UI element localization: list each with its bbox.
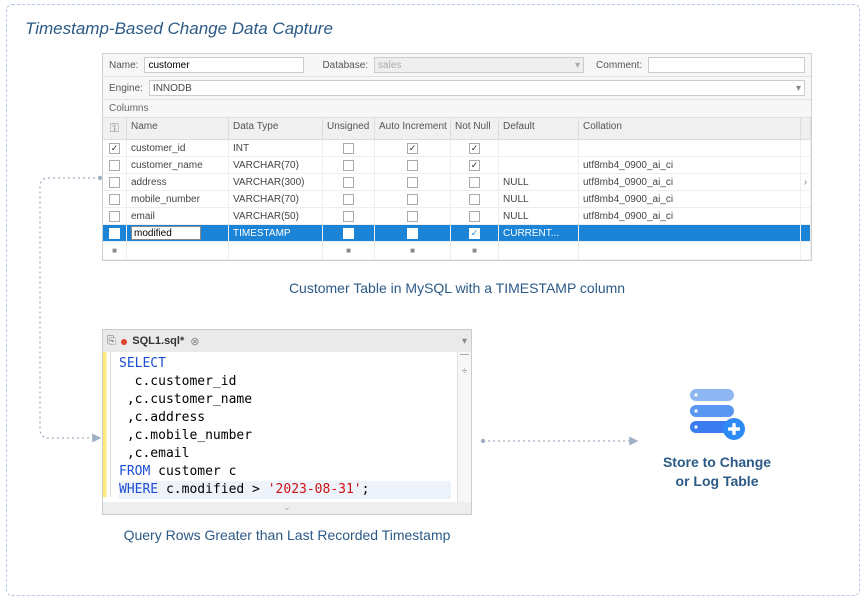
checkbox-icon[interactable] — [343, 160, 354, 171]
checkbox-icon[interactable] — [109, 143, 120, 154]
diagram-frame: Timestamp-Based Change Data Capture Name… — [6, 4, 860, 596]
columns-grid-footer — [103, 242, 811, 260]
checkbox-icon[interactable] — [343, 228, 354, 239]
sql-right-gutter: ÷ — [457, 352, 471, 502]
unsaved-dot-icon: ● — [120, 334, 128, 348]
checkbox-icon[interactable] — [109, 211, 120, 222]
engine-label: Engine: — [109, 83, 143, 94]
column-name-input[interactable] — [131, 226, 201, 240]
mysql-caption: Customer Table in MySQL with a TIMESTAMP… — [102, 280, 812, 296]
sql-tab-icon: ⎘ — [107, 334, 116, 348]
engine-select[interactable]: INNODB ▾ — [149, 80, 805, 96]
store-label: Store to Change or Log Table — [642, 453, 792, 491]
checkbox-icon[interactable] — [343, 211, 354, 222]
checkbox-icon[interactable] — [469, 160, 480, 171]
table-row[interactable]: TIMESTAMPCURRENT... — [103, 225, 811, 242]
designer-row-2: Engine: INNODB ▾ — [103, 77, 811, 100]
sql-tab-bar: ⎘ ● SQL1.sql* ⊗ ▾ — [103, 330, 471, 352]
comment-input[interactable] — [648, 57, 805, 73]
close-tab-icon[interactable]: ⊗ — [190, 335, 199, 348]
checkbox-icon[interactable] — [109, 160, 120, 171]
checkbox-icon[interactable] — [109, 228, 120, 239]
sql-text[interactable]: SELECT c.customer_id ,c.customer_name ,c… — [111, 352, 457, 502]
store-target: Store to Change or Log Table — [642, 387, 792, 491]
table-row[interactable]: customer_nameVARCHAR(70)utf8mb4_0900_ai_… — [103, 157, 811, 174]
tab-dropdown-icon[interactable]: ▾ — [462, 336, 467, 347]
table-row[interactable]: emailVARCHAR(50)NULLutf8mb4_0900_ai_ci — [103, 208, 811, 225]
sql-body: SELECT c.customer_id ,c.customer_name ,c… — [103, 352, 471, 502]
diagram-title: Timestamp-Based Change Data Capture — [25, 19, 841, 39]
checkbox-icon[interactable] — [109, 177, 120, 188]
table-name-input[interactable] — [144, 57, 304, 73]
checkbox-icon[interactable] — [407, 228, 418, 239]
checkbox-icon[interactable] — [469, 211, 480, 222]
checkbox-icon[interactable] — [469, 194, 480, 205]
checkbox-icon[interactable] — [407, 143, 418, 154]
designer-row-1: Name: Database: sales ▾ Comment: — [103, 54, 811, 77]
checkbox-icon[interactable] — [343, 143, 354, 154]
columns-section-label: Columns — [103, 100, 811, 118]
mysql-table-designer: Name: Database: sales ▾ Comment: Engine:… — [102, 53, 812, 261]
checkbox-icon[interactable] — [469, 177, 480, 188]
col-header-unsigned: Unsigned — [323, 118, 375, 140]
table-row[interactable]: customer_idINT — [103, 140, 811, 157]
table-row[interactable]: addressVARCHAR(300)NULLutf8mb4_0900_ai_c… — [103, 174, 811, 191]
sql-editor: ⎘ ● SQL1.sql* ⊗ ▾ SELECT c.customer_id ,… — [102, 329, 472, 515]
sql-gutter — [103, 352, 111, 497]
checkbox-icon[interactable] — [407, 177, 418, 188]
col-header-notnull: Not Null — [451, 118, 499, 140]
sql-tab-name[interactable]: SQL1.sql* — [132, 335, 184, 347]
sql-caption: Query Rows Greater than Last Recorded Ti… — [102, 527, 472, 543]
col-header-default: Default — [499, 118, 579, 140]
columns-grid: Name Data Type Unsigned Auto Increment N… — [103, 118, 811, 260]
checkbox-icon[interactable] — [109, 194, 120, 205]
columns-grid-header: Name Data Type Unsigned Auto Increment N… — [103, 118, 811, 140]
name-label: Name: — [109, 60, 138, 71]
col-header-key — [103, 118, 127, 140]
table-row[interactable]: mobile_numberVARCHAR(70)NULLutf8mb4_0900… — [103, 191, 811, 208]
checkbox-icon[interactable] — [469, 143, 480, 154]
database-icon — [682, 387, 752, 443]
col-header-name: Name — [127, 118, 229, 140]
col-header-datatype: Data Type — [229, 118, 323, 140]
checkbox-icon[interactable] — [343, 177, 354, 188]
sql-footer: ⌄ — [103, 502, 471, 514]
connector-left — [37, 175, 107, 455]
checkbox-icon[interactable] — [343, 194, 354, 205]
connector-right — [479, 435, 644, 447]
comment-label: Comment: — [596, 60, 642, 71]
checkbox-icon[interactable] — [407, 160, 418, 171]
checkbox-icon[interactable] — [469, 228, 480, 239]
checkbox-icon[interactable] — [407, 194, 418, 205]
database-select[interactable]: sales ▾ — [374, 57, 584, 73]
database-label: Database: — [322, 60, 368, 71]
col-header-autoinc: Auto Increment — [375, 118, 451, 140]
checkbox-icon[interactable] — [407, 211, 418, 222]
col-header-collation: Collation — [579, 118, 801, 140]
